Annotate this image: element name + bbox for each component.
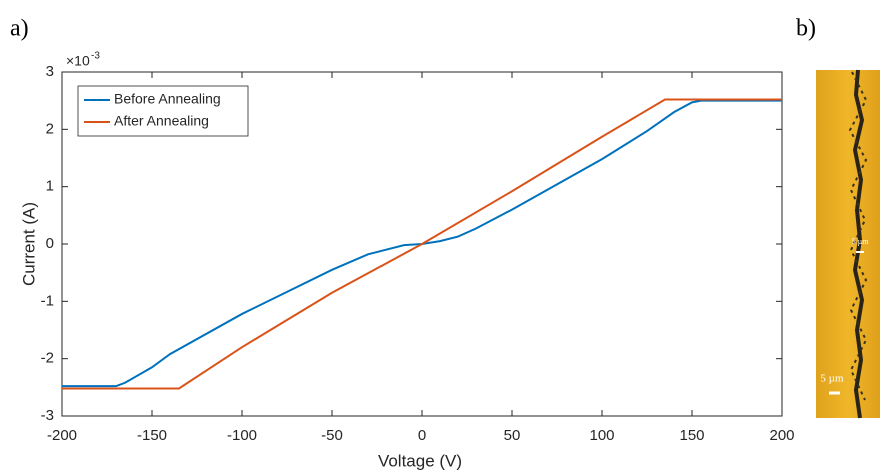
x-tick-label: -50 [321, 427, 343, 444]
y-tick-label: -2 [41, 350, 54, 367]
y-tick-label: 3 [46, 63, 54, 80]
x-tick-label: 100 [589, 427, 614, 444]
scale-label: 5 µm [852, 237, 870, 246]
y-tick-label: 2 [46, 120, 54, 137]
fiber-texture [848, 71, 868, 401]
y-tick-label: -3 [41, 407, 54, 424]
micrograph-image [816, 70, 880, 418]
series-line [62, 98, 782, 390]
panel-label: b) [796, 16, 816, 42]
x-tick-label: -100 [227, 427, 257, 444]
scale-label: 5 µm [820, 373, 844, 385]
legend-label: Before Annealing [114, 91, 221, 107]
y-tick-label: -1 [41, 292, 54, 309]
x-tick-label: -150 [137, 427, 167, 444]
x-tick-label: -200 [47, 427, 77, 444]
x-tick-label: 200 [769, 427, 794, 444]
legend-label: After Annealing [114, 113, 209, 129]
y-multiplier-exponent: -3 [91, 51, 100, 62]
x-tick-label: 50 [504, 427, 521, 444]
series-line [62, 99, 782, 388]
x-tick-label: 150 [679, 427, 704, 444]
y-multiplier: ×10 [66, 53, 90, 69]
y-tick-label: 1 [46, 178, 54, 195]
y-tick-label: 0 [46, 235, 54, 252]
legend-box [77, 85, 249, 137]
panel-label: a) [10, 16, 29, 42]
y-axis-label: Current (A) [19, 202, 38, 286]
micrograph: 5 µm 5 µm [816, 69, 880, 419]
x-tick-label: 0 [418, 427, 426, 444]
x-axis-label: Voltage (V) [378, 451, 462, 470]
fiber [852, 69, 865, 419]
